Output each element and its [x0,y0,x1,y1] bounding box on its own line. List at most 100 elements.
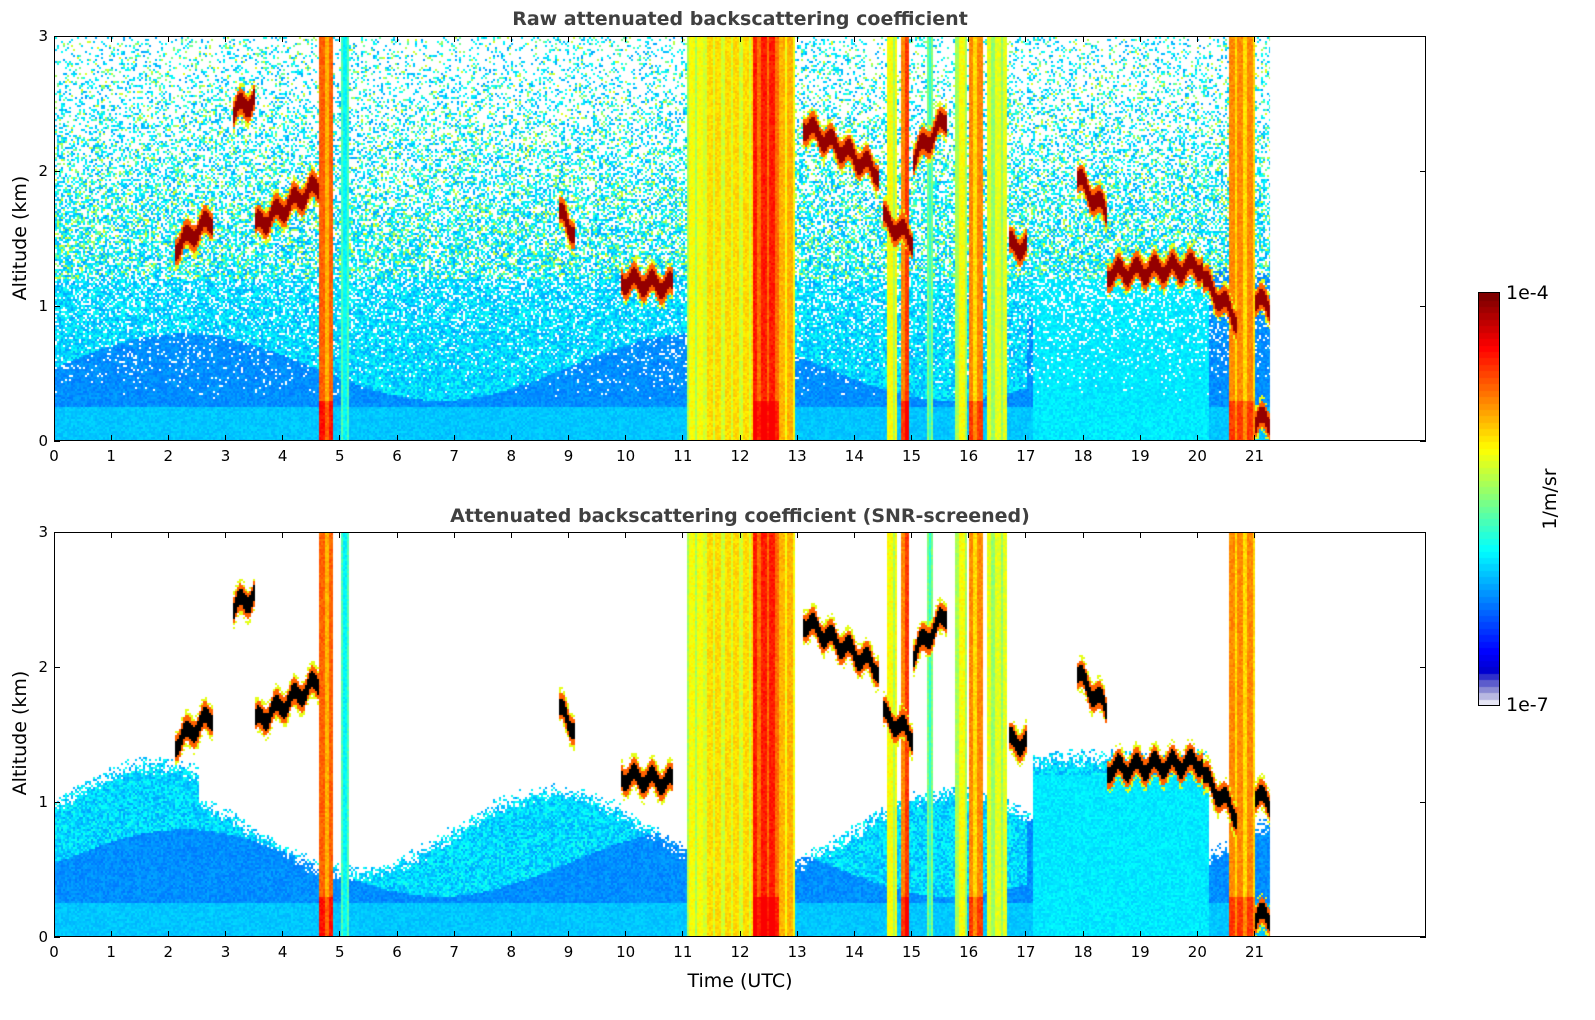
x-tick-mark [796,931,798,937]
x-tick-label: 4 [277,943,288,961]
x-tick-mark [568,435,569,441]
x-tick-label: 19 [1130,447,1150,465]
y-tick-mark [54,305,60,307]
x-tick-label: 15 [901,943,922,961]
x-tick-mark [968,931,970,937]
x-tick-label: 6 [392,447,402,465]
x-tick-mark [53,36,55,42]
colorbar-label: 1/m/sr [1539,468,1561,530]
y-tick-label: 1 [38,297,48,315]
x-tick-mark [568,36,569,42]
x-tick-mark [453,435,455,441]
x-tick-mark [968,36,970,42]
bottom-heatmap-canvas [55,533,1425,936]
x-tick-label: 8 [506,943,517,961]
x-tick-mark [1139,532,1141,538]
x-tick-mark [1196,36,1198,42]
x-tick-mark [682,931,684,937]
y-tick-mark [1420,936,1426,938]
y-tick-mark [54,666,60,668]
x-tick-label: 7 [449,447,459,465]
y-tick-label: 0 [38,432,48,450]
y-tick-label: 0 [38,928,48,946]
y-tick-mark [54,35,60,37]
x-tick-mark [282,435,284,441]
x-tick-label: 1 [106,447,116,465]
x-tick-label: 4 [277,447,288,465]
x-tick-mark [853,931,855,937]
x-tick-mark [1025,435,1027,441]
bottom-y-axis-label: Altitude (km) [9,670,31,796]
x-tick-mark [625,435,627,441]
x-tick-mark [853,435,855,441]
colorbar-min-label: 1e-7 [1506,694,1549,716]
y-tick-label: 3 [38,27,48,45]
y-tick-mark [54,531,60,533]
x-tick-label: 14 [844,447,864,465]
top-y-axis-label: Altitude (km) [9,175,31,301]
x-tick-mark [396,435,398,441]
top-chart-title: Raw attenuated backscattering coefficien… [512,8,968,30]
x-tick-mark [282,36,284,42]
top-heatmap-panel [54,36,1426,441]
y-tick-mark [54,801,60,803]
x-tick-label: 12 [730,447,750,465]
y-tick-label: 2 [38,658,48,676]
x-tick-mark [568,532,569,538]
x-tick-mark [682,532,684,538]
x-tick-mark [1196,435,1198,441]
x-tick-mark [682,435,684,441]
x-tick-mark [1082,532,1084,538]
x-tick-mark [1139,36,1141,42]
x-tick-label: 16 [959,447,979,465]
x-tick-mark [282,532,284,538]
x-tick-mark [1254,435,1255,441]
x-tick-mark [510,532,512,538]
x-tick-label: 13 [787,943,807,961]
x-tick-mark [968,532,970,538]
x-tick-label: 1 [106,943,116,961]
x-tick-label: 2 [163,943,174,961]
x-tick-mark [739,931,741,937]
x-tick-mark [739,532,741,538]
x-tick-mark [282,931,284,937]
x-tick-label: 10 [616,943,636,961]
x-tick-mark [625,36,627,42]
x-tick-mark [110,931,112,937]
x-tick-mark [510,435,512,441]
x-tick-mark [167,36,169,42]
x-tick-mark [53,532,55,538]
x-tick-label: 11 [673,447,693,465]
x-tick-mark [682,36,684,42]
x-tick-label: 5 [335,943,345,961]
x-tick-mark [396,36,398,42]
colorbar [1478,292,1500,706]
x-tick-label: 3 [220,943,231,961]
x-tick-mark [167,435,169,441]
x-tick-label: 6 [392,943,402,961]
x-tick-label: 21 [1244,447,1265,465]
x-tick-mark [1082,36,1084,42]
x-tick-mark [568,931,569,937]
x-tick-label: 3 [220,447,231,465]
x-tick-mark [339,532,341,538]
x-tick-label: 9 [563,943,574,961]
x-tick-label: 5 [335,447,345,465]
x-tick-label: 0 [49,447,59,465]
y-tick-mark [1420,666,1426,668]
x-tick-mark [110,435,112,441]
x-tick-label: 7 [449,943,459,961]
x-tick-mark [911,931,912,937]
x-tick-label: 21 [1244,943,1265,961]
x-tick-mark [911,36,912,42]
x-tick-mark [853,36,855,42]
x-tick-label: 0 [49,943,59,961]
x-tick-mark [1254,532,1255,538]
colorbar-max-label: 1e-4 [1506,282,1549,304]
x-tick-mark [796,36,798,42]
y-tick-mark [1420,305,1426,307]
x-tick-mark [1139,435,1141,441]
x-tick-mark [53,931,55,937]
x-tick-mark [1082,435,1084,441]
x-tick-mark [1025,532,1027,538]
